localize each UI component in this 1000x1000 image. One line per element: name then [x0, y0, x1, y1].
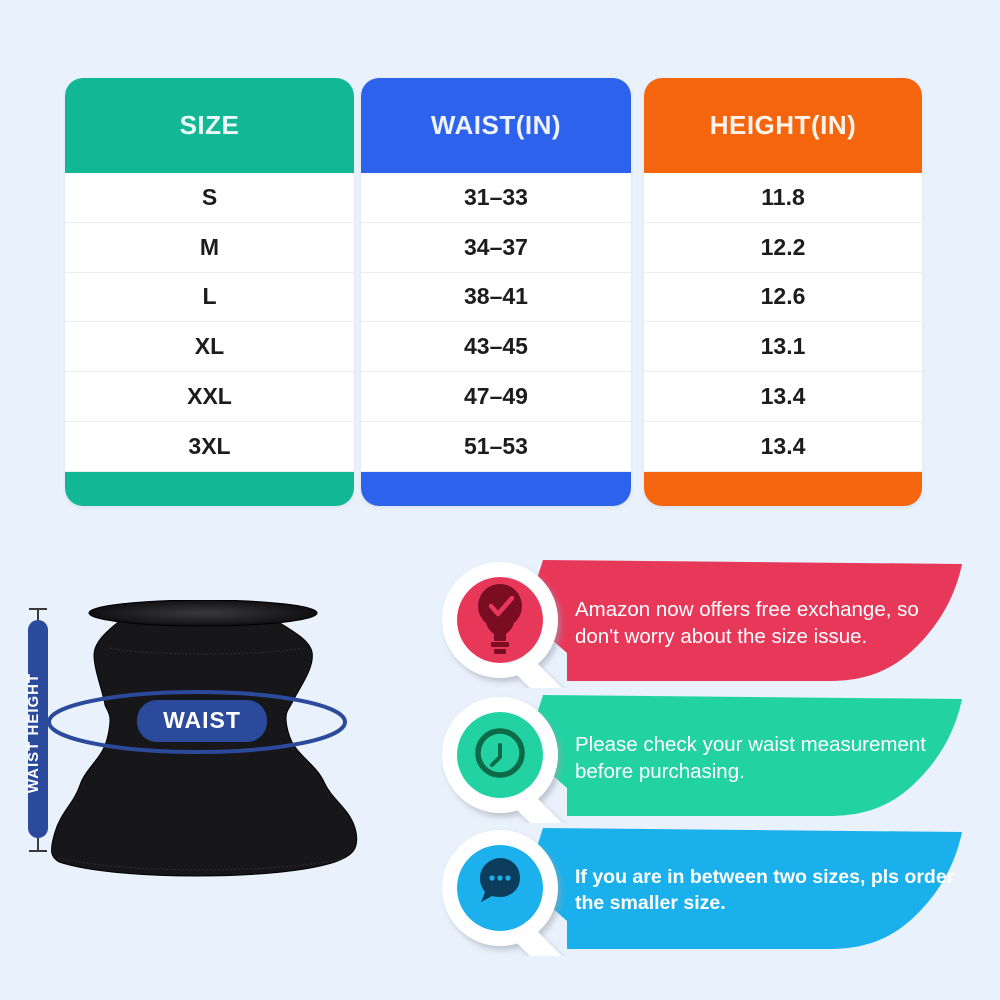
- svg-text:WAIST HEIGHT: WAIST HEIGHT: [25, 673, 42, 793]
- svg-text:WAIST: WAIST: [163, 707, 241, 733]
